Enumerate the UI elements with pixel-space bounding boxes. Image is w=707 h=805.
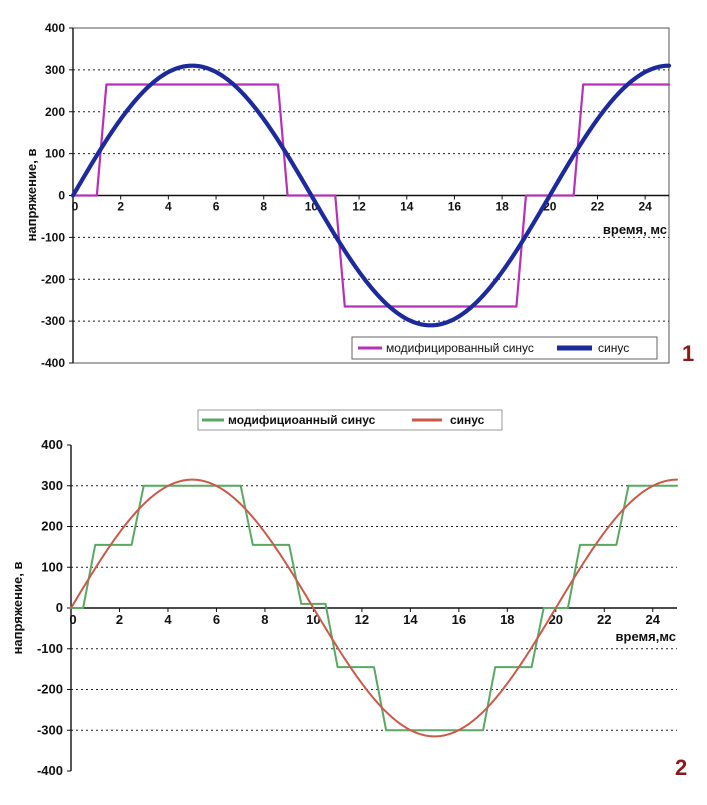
c1-x-tick-label: 16 [448, 200, 462, 214]
chart-1-series [70, 63, 672, 328]
c2-x-tick-label: 24 [646, 612, 661, 627]
c2-x-tick-label: 20 [549, 612, 563, 627]
chart-2-legend: модифициоанный синус синус [197, 409, 503, 431]
chart-2-axes [70, 445, 677, 771]
chart-1-panel-number: 1 [682, 341, 695, 366]
c1-x-tick-label: 24 [638, 200, 652, 214]
chart-1-y-axis-label: напряжение, в [24, 149, 39, 242]
c1-series-line-modified-sine [71, 83, 671, 308]
c2-x-tick-label: 0 [69, 612, 76, 627]
c2-y-tick-label: 400 [41, 437, 63, 452]
c2-y-tick-label: -100 [37, 641, 63, 656]
chart-2-legend-label-sine: синус [450, 413, 485, 427]
c1-y-tick-label: -200 [41, 272, 65, 286]
c1-x-tick-label: 18 [495, 200, 509, 214]
c2-y-tick-label: 300 [41, 478, 63, 493]
chart-2-y-axis-label: напряжение, в [10, 562, 25, 655]
c1-x-tick-label: 14 [400, 200, 414, 214]
c1-y-tick-label: 0 [58, 189, 65, 203]
c2-y-tick-label: -200 [37, 682, 63, 697]
c1-y-tick-label: 400 [45, 21, 65, 35]
c2-y-tick-label: 100 [41, 559, 63, 574]
c2-x-tick-label: 16 [452, 612, 466, 627]
c2-x-tick-label: 2 [116, 612, 123, 627]
c1-y-tick-label: 100 [45, 147, 65, 161]
c1-y-tick-label: -100 [41, 230, 65, 244]
c1-y-tick-label: 200 [45, 105, 65, 119]
chart-2-series [70, 478, 678, 738]
chart-1-legend-label-modified-sine: модифицированный синус [386, 341, 534, 355]
c2-x-tick-label: 10 [306, 612, 320, 627]
chart-2-panel-number: 2 [675, 755, 688, 780]
c2-series-line-sine [70, 478, 678, 738]
c2-y-tick-label: 0 [56, 600, 63, 615]
c1-y-tick-label: -400 [41, 356, 65, 370]
c1-x-tick-label: 12 [352, 200, 366, 214]
c1-series-line-sine [70, 63, 672, 328]
c2-x-tick-label: 18 [500, 612, 514, 627]
chart-2-x-axis-label: время,мс [616, 629, 676, 644]
c1-x-tick-label: 22 [591, 200, 605, 214]
chart-1-gridlines [73, 69, 669, 322]
c1-x-tick-label: 0 [72, 200, 79, 214]
chart-1-legend-label-sine: синус [598, 341, 629, 355]
c2-x-tick-label: 14 [403, 612, 418, 627]
c1-x-tick-label: 2 [117, 200, 124, 214]
chart-2-legend-box [197, 409, 503, 431]
c2-y-tick-label: -300 [37, 722, 63, 737]
c2-x-tick-label: 12 [355, 612, 369, 627]
c2-x-tick-label: 6 [213, 612, 220, 627]
chart-1-x-axis-label: время, мс [603, 222, 667, 237]
c1-y-tick-label: 300 [45, 63, 65, 77]
c2-x-tick-label: 22 [597, 612, 611, 627]
chart-2-legend-label-modified-sine: модифициоанный синус [228, 413, 376, 427]
c1-x-tick-label: 6 [213, 200, 220, 214]
chart-1-legend: модифицированный синус синус [351, 336, 658, 360]
c2-y-tick-label: 200 [41, 519, 63, 534]
chart-1-legend-box [351, 336, 658, 360]
c2-x-tick-label: 8 [261, 612, 268, 627]
c2-x-tick-label: 4 [164, 612, 172, 627]
c2-y-tick-label: -400 [37, 763, 63, 778]
c1-x-tick-label: 8 [260, 200, 267, 214]
c1-y-tick-label: -300 [41, 314, 65, 328]
c1-x-tick-label: 4 [165, 200, 172, 214]
